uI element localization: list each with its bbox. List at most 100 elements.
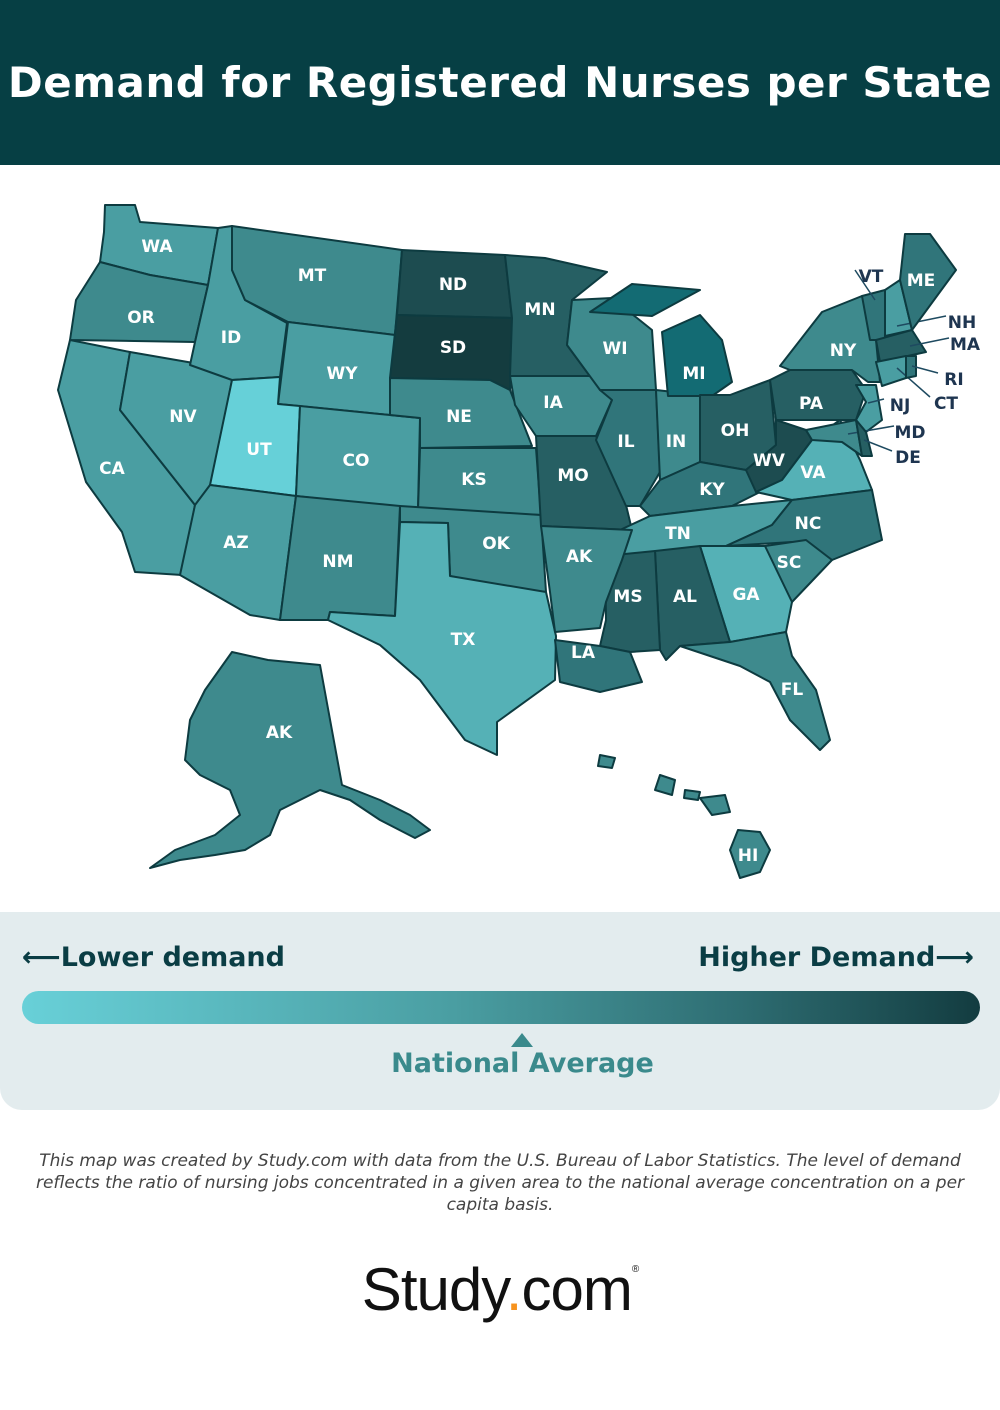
state-shape — [540, 525, 633, 633]
leader-line — [847, 425, 895, 435]
state-label: CT — [934, 394, 958, 414]
leader-line — [911, 365, 939, 374]
state-label: OH — [721, 421, 750, 441]
arrow-right-icon: ⟶ — [935, 942, 974, 973]
state-label: NV — [169, 407, 197, 427]
state-hi — [597, 754, 771, 879]
state-md — [805, 419, 895, 457]
state-label: OR — [127, 308, 155, 328]
arrow-left-icon: ⟵ — [22, 942, 61, 973]
state-label: AL — [673, 587, 697, 607]
state-label: MI — [682, 364, 705, 384]
state-label: MT — [298, 266, 327, 286]
state-label: VA — [800, 463, 826, 483]
state-label: SC — [777, 553, 802, 573]
state-shape — [905, 355, 917, 379]
leader-line — [863, 439, 893, 452]
state-label: WI — [602, 339, 627, 359]
footnote: This map was created by Study.com with d… — [35, 1151, 965, 1215]
state-label: IA — [543, 393, 563, 413]
state-label: IN — [666, 432, 687, 452]
state-label: NC — [795, 514, 822, 534]
state-label: KS — [461, 470, 486, 490]
state-label: AZ — [223, 533, 248, 553]
state-ri — [905, 355, 939, 379]
state-label: AK — [566, 547, 593, 567]
state-shape — [654, 774, 676, 796]
state-label: KY — [699, 480, 725, 500]
state-shape — [597, 754, 616, 769]
state-label: NY — [830, 341, 857, 361]
state-label: AK — [266, 723, 293, 743]
state-label: NM — [322, 552, 353, 572]
us-demand-map: WA OR CA NV ID MT WY UT CO AZ NM ND SD NE KS OK TX MN IA MO… — [57, 204, 981, 879]
state-label: FL — [781, 680, 804, 700]
state-shape — [729, 829, 771, 879]
state-label: OK — [482, 534, 510, 554]
state-shape — [661, 314, 733, 397]
national-average-marker-icon — [511, 1033, 533, 1047]
state-shape — [327, 521, 557, 756]
state-label: UT — [246, 440, 272, 460]
state-label: SD — [440, 338, 466, 358]
leader-line — [896, 367, 931, 398]
page-title: Demand for Registered Nurses per State — [7, 58, 993, 107]
state-label: ND — [439, 275, 467, 295]
state-label: RI — [944, 370, 963, 390]
state-shape — [699, 794, 731, 816]
leader-line — [909, 337, 950, 347]
state-ct — [875, 355, 931, 398]
state-label: MD — [894, 423, 925, 443]
state-tx — [327, 521, 557, 756]
state-label: WY — [326, 364, 358, 384]
state-la — [554, 639, 643, 693]
state-label: MN — [524, 300, 555, 320]
leader-line — [854, 269, 876, 301]
state-label: MS — [613, 587, 642, 607]
state-fl — [679, 631, 831, 751]
state-label: TX — [451, 630, 476, 650]
state-label: NJ — [890, 396, 911, 416]
state-shape — [855, 419, 873, 457]
national-average-label: National Average — [391, 1048, 654, 1079]
state-label: VT — [859, 267, 884, 287]
state-label: ME — [907, 271, 936, 291]
state-label: HI — [738, 846, 759, 866]
state-shape — [805, 419, 863, 457]
state-shape — [679, 631, 831, 751]
title-banner: Demand for Registered Nurses per State — [0, 0, 1000, 165]
study-com-logo: Study.com® — [361, 1256, 639, 1323]
state-ak — [540, 525, 633, 633]
state-label: PA — [799, 394, 824, 414]
leader-line — [896, 315, 947, 327]
state-label: MA — [950, 335, 981, 355]
state-label: MO — [557, 466, 588, 486]
state-shape — [683, 789, 701, 801]
state-label: TN — [665, 524, 691, 544]
state-shape — [149, 651, 431, 869]
state-label: NE — [446, 407, 472, 427]
state-label: CA — [99, 459, 125, 479]
state-label: DE — [895, 448, 921, 468]
state-de — [855, 419, 893, 457]
state-label: IL — [617, 432, 634, 452]
state-shape — [875, 329, 927, 363]
legend-panel: ⟵Lower demand Higher Demand⟶ National Av… — [0, 912, 1000, 1110]
state-label: CO — [343, 451, 370, 471]
state-shape — [899, 233, 957, 331]
state-ma — [875, 329, 950, 363]
state-label: ID — [221, 328, 241, 348]
state-shape — [589, 283, 701, 317]
legend-gradient-bar — [22, 991, 980, 1024]
legend-lower: ⟵Lower demand — [22, 942, 285, 973]
state-label: GA — [732, 585, 760, 605]
state-label: LA — [571, 643, 596, 663]
state-label: WV — [753, 451, 786, 471]
state-me — [899, 233, 957, 331]
state-ak — [149, 651, 431, 869]
state-mi — [589, 283, 733, 397]
legend-higher: Higher Demand⟶ — [698, 942, 974, 973]
leader-line — [867, 398, 885, 404]
state-label: WA — [141, 237, 173, 257]
